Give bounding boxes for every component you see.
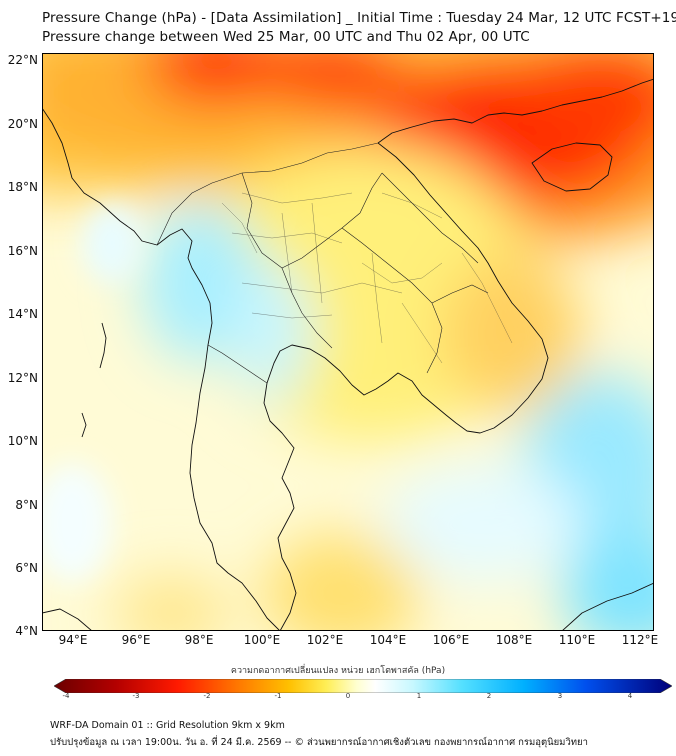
lat-label-18n: 18°N <box>7 180 38 194</box>
lat-label-4n: 4°N <box>15 624 38 638</box>
province-borders <box>221 192 513 364</box>
colorbar <box>53 678 673 697</box>
lat-label-22n: 22°N <box>7 53 38 67</box>
lat-label-8n: 8°N <box>15 498 38 512</box>
lon-label-100e: 100°E <box>243 633 281 647</box>
country-borders <box>156 142 489 384</box>
colorbar-tick: -2 <box>203 692 211 700</box>
lon-label-104e: 104°E <box>369 633 407 647</box>
lat-label-6n: 6°N <box>15 561 38 575</box>
lat-label-12n: 12°N <box>7 371 38 385</box>
colorbar-tick: 1 <box>416 692 422 700</box>
footer-model-info: WRF-DA Domain 01 :: Grid Resolution 9km … <box>50 720 285 731</box>
lat-label-10n: 10°N <box>7 434 38 448</box>
lon-label-106e: 106°E <box>432 633 470 647</box>
pressure-field <box>42 53 654 631</box>
lon-label-102e: 102°E <box>306 633 344 647</box>
map-title: Pressure Change (hPa) - [Data Assimilati… <box>42 10 676 26</box>
lat-label-14n: 14°N <box>7 307 38 321</box>
lat-label-16n: 16°N <box>7 244 38 258</box>
lat-label-20n: 20°N <box>7 117 38 131</box>
lon-label-96e: 96°E <box>121 633 151 647</box>
coastlines <box>42 78 654 631</box>
lon-label-94e: 94°E <box>58 633 88 647</box>
colorbar-tick: 0 <box>345 692 351 700</box>
lon-label-108e: 108°E <box>495 633 533 647</box>
colorbar-title: ความกดอากาศเปลี่ยนแปลง หน่วย เฮกโตพาสคัล… <box>230 666 446 676</box>
colorbar-tick: -1 <box>274 692 282 700</box>
pressure-change-map <box>42 53 654 631</box>
footer-credit: ปรับปรุงข้อมูล ณ เวลา 19:00น. วัน อ. ที่… <box>50 737 588 748</box>
colorbar-tick: 3 <box>557 692 563 700</box>
lon-label-112e: 112°E <box>621 633 659 647</box>
colorbar-tick: -4 <box>62 692 70 700</box>
lon-label-110e: 110°E <box>558 633 596 647</box>
colorbar-tick: 2 <box>486 692 492 700</box>
colorbar-tick: -3 <box>132 692 140 700</box>
lon-label-98e: 98°E <box>184 633 214 647</box>
map-subtitle: Pressure change between Wed 25 Mar, 00 U… <box>42 29 530 45</box>
colorbar-tick: 4 <box>627 692 633 700</box>
